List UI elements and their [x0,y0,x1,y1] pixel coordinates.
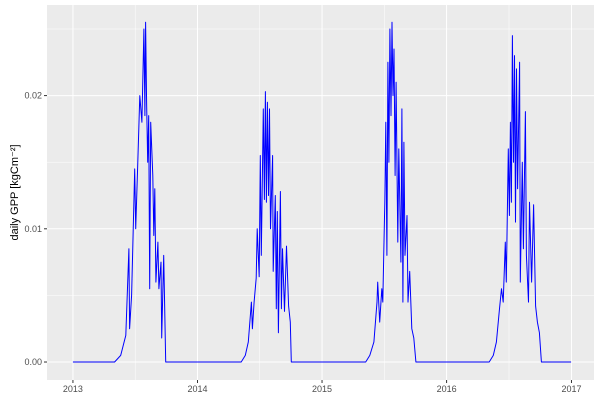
series-layer [72,21,572,363]
y-tick-label: 0.02 [24,91,42,101]
y-tick-label: 0.01 [24,224,42,234]
y-axis-label: daily GPP [kgCm⁻²] [9,144,21,240]
x-tick-label: 2017 [561,384,581,394]
x-tick-label: 2014 [187,384,207,394]
gridlines [47,5,594,380]
x-tick-label: 2016 [437,384,457,394]
gpp-series-line [72,21,572,363]
x-tick-label: 2015 [312,384,332,394]
plot-panel [47,5,594,380]
y-tick-label: 0.00 [24,357,42,367]
axes: 0.00 0.01 0.02 2013 2014 2015 2016 2017 [24,91,581,394]
x-tick-label: 2013 [63,384,83,394]
